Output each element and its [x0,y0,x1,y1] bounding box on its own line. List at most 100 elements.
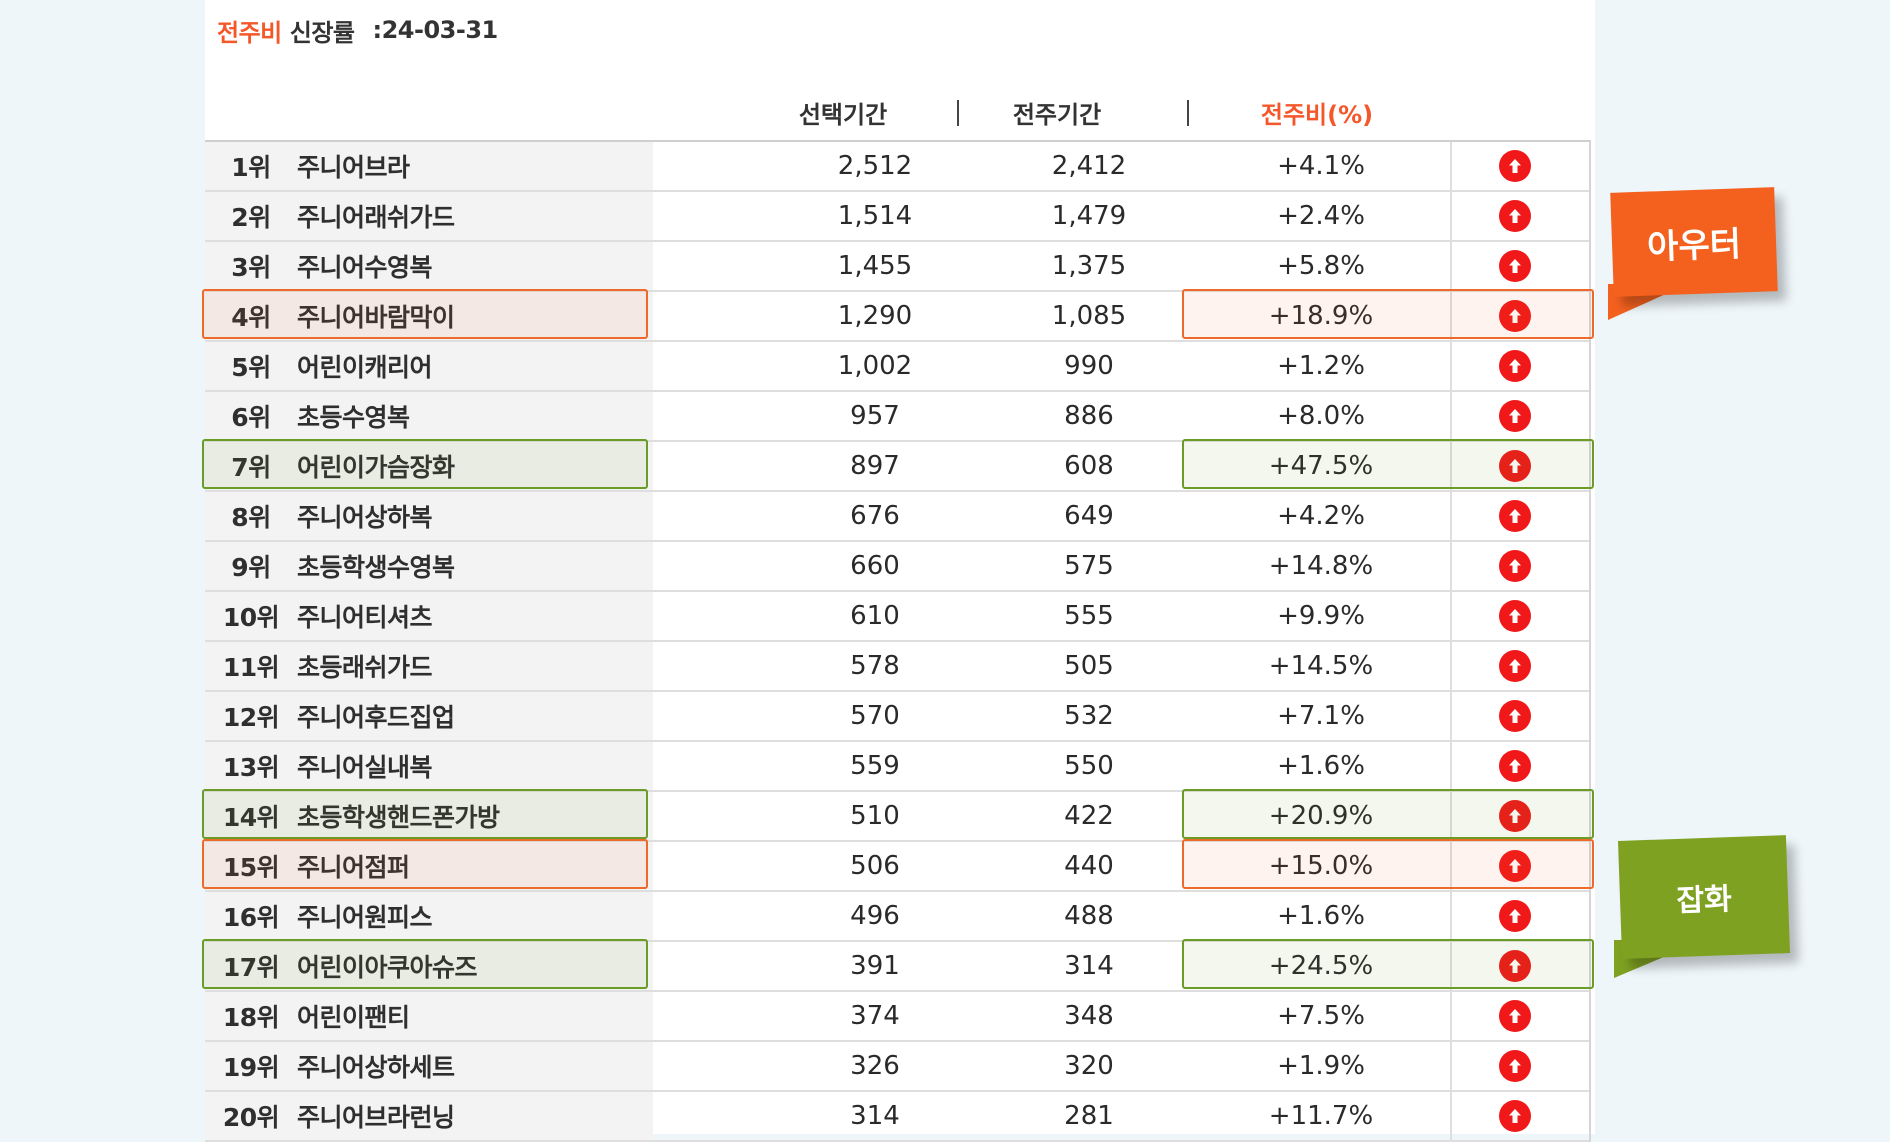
rank-cell: 14위 초등학생핸드폰가방 [205,792,653,840]
ratio-value: +14.8% [1268,551,1374,581]
keyword-name[interactable]: 주니어브라런닝 [297,1103,455,1132]
rank-cell: 9위 초등학생수영복 [205,542,653,590]
callout-misc: 잡화 [1617,835,1791,959]
rank-cell: 7위 어린이가슴장화 [205,442,653,490]
rank-label: 15위 [222,853,280,882]
rank-label: 19위 [222,1053,280,1082]
prev-period-value: 488 [1064,901,1114,931]
up-arrow-icon [1499,1000,1531,1032]
rank-label: 8위 [231,503,271,532]
rank-cell: 11위 초등래쉬가드 [205,642,653,690]
table-row[interactable]: 12위 주니어후드집업 570 532 +7.1% [205,692,1589,742]
table-row[interactable]: 11위 초등래쉬가드 578 505 +14.5% [205,642,1589,692]
table-row[interactable]: 15위 주니어점퍼 506 440 +15.0% [202,839,1594,892]
keyword-name[interactable]: 주니어수영복 [297,253,433,282]
keyword-name[interactable]: 주니어바람막이 [297,303,455,332]
rank-label: 9위 [231,553,271,582]
ratio-value: +8.0% [1277,401,1365,431]
column-divider [1450,742,1452,790]
table-row[interactable]: 7위 어린이가슴장화 897 608 +47.5% [202,439,1594,492]
table-row[interactable]: 17위 어린이아쿠아슈즈 391 314 +24.5% [202,939,1594,992]
column-divider [1450,592,1452,640]
column-divider [1450,442,1452,490]
table-row[interactable]: 18위 어린이팬티 374 348 +7.5% [205,992,1589,1042]
up-arrow-icon [1499,550,1531,582]
up-arrow-icon [1499,1050,1531,1082]
ratio-value: +2.4% [1277,201,1365,231]
keyword-name[interactable]: 주니어원피스 [297,903,433,932]
table-row[interactable]: 9위 초등학생수영복 660 575 +14.8% [205,542,1589,592]
keyword-name[interactable]: 주니어티셔츠 [297,603,433,632]
table-row[interactable]: 13위 주니어실내복 559 550 +1.6% [205,742,1589,792]
up-arrow-icon [1499,200,1531,232]
selected-period-value: 578 [850,651,900,681]
keyword-name[interactable]: 주니어래쉬가드 [297,203,455,232]
table-row[interactable]: 2위 주니어래쉬가드 1,514 1,479 +2.4% [205,192,1589,242]
ratio-value: +20.9% [1268,801,1374,831]
rank-label: 11위 [222,653,280,682]
selected-period-value: 897 [850,451,900,481]
ratio-value: +7.1% [1277,701,1365,731]
table-row[interactable]: 3위 주니어수영복 1,455 1,375 +5.8% [205,242,1589,292]
table-row[interactable]: 6위 초등수영복 957 886 +8.0% [205,392,1589,442]
selected-period-value: 506 [850,851,900,881]
rank-cell: 5위 어린이캐리어 [205,342,653,390]
prev-period-value: 422 [1064,801,1114,831]
selected-period-value: 314 [850,1101,900,1131]
rank-label: 16위 [222,903,280,932]
column-divider [1450,192,1452,240]
table-row[interactable]: 1위 주니어브라 2,512 2,412 +4.1% [205,142,1589,192]
keyword-name[interactable]: 주니어후드집업 [297,703,455,732]
rank-cell: 10위 주니어티셔츠 [205,592,653,640]
selected-period-value: 1,290 [837,301,913,331]
rank-cell: 4위 주니어바람막이 [205,292,653,340]
selected-period-value: 570 [850,701,900,731]
prev-period-value: 990 [1064,351,1114,381]
rank-label: 10위 [222,603,280,632]
prev-period-value: 532 [1064,701,1114,731]
column-divider [1450,542,1452,590]
keyword-name[interactable]: 주니어상하세트 [297,1053,455,1082]
column-divider [1450,642,1452,690]
header-selected-period[interactable]: 선택기간 [798,100,888,129]
selected-period-value: 391 [850,951,900,981]
ratio-value: +11.7% [1268,1101,1374,1131]
keyword-name[interactable]: 초등학생핸드폰가방 [297,803,500,832]
selected-period-value: 2,512 [837,151,913,181]
keyword-name[interactable]: 초등수영복 [297,403,410,432]
column-divider [1450,992,1452,1040]
ratio-value: +24.5% [1268,951,1374,981]
rank-cell: 16위 주니어원피스 [205,892,653,940]
table-row[interactable]: 19위 주니어상하세트 326 320 +1.9% [205,1042,1589,1092]
rank-label: 7위 [231,453,271,482]
keyword-name[interactable]: 어린이팬티 [297,1003,410,1032]
header-separator [957,100,959,126]
keyword-name[interactable]: 주니어점퍼 [297,853,410,882]
keyword-name[interactable]: 주니어실내복 [297,753,433,782]
selected-period-value: 559 [850,751,900,781]
keyword-name[interactable]: 주니어상하복 [297,503,433,532]
keyword-name[interactable]: 어린이아쿠아슈즈 [297,953,478,982]
table-row[interactable]: 16위 주니어원피스 496 488 +1.6% [205,892,1589,942]
rank-cell: 19위 주니어상하세트 [205,1042,653,1090]
header-prev-period[interactable]: 전주기간 [1012,100,1102,129]
header-ratio[interactable]: 전주비(%) [1260,100,1374,129]
keyword-name[interactable]: 어린이가슴장화 [297,453,455,482]
up-arrow-icon [1499,950,1531,982]
page-title: 전주비 신장률 :24-03-31 [217,10,498,50]
keyword-name[interactable]: 어린이캐리어 [297,353,433,382]
rank-cell: 3위 주니어수영복 [205,242,653,290]
keyword-name[interactable]: 초등래쉬가드 [297,653,433,682]
prev-period-value: 886 [1064,401,1114,431]
keyword-name[interactable]: 초등학생수영복 [297,553,455,582]
up-arrow-icon [1499,850,1531,882]
table-row[interactable]: 4위 주니어바람막이 1,290 1,085 +18.9% [202,289,1594,342]
prev-period-value: 575 [1064,551,1114,581]
table-row[interactable]: 14위 초등학생핸드폰가방 510 422 +20.9% [202,789,1594,842]
keyword-name[interactable]: 주니어브라 [297,153,410,182]
table-row[interactable]: 5위 어린이캐리어 1,002 990 +1.2% [205,342,1589,392]
table-row[interactable]: 20위 주니어브라런닝 314 281 +11.7% [205,1092,1589,1142]
prev-period-value: 1,479 [1051,201,1127,231]
table-row[interactable]: 8위 주니어상하복 676 649 +4.2% [205,492,1589,542]
table-row[interactable]: 10위 주니어티셔츠 610 555 +9.9% [205,592,1589,642]
